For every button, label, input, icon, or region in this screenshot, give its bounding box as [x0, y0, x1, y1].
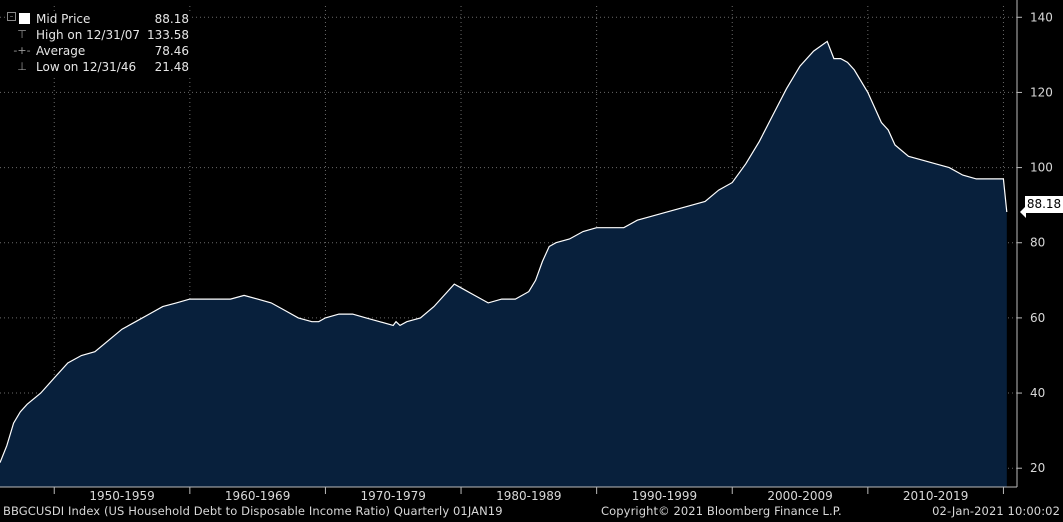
legend-row-low: ⊥ Low on 12/31/46 21.48 [6, 59, 191, 75]
last-value-pointer [1020, 206, 1026, 219]
x-tick-label: 1960-1969 [225, 489, 290, 503]
y-tick-label: 20 [1030, 461, 1045, 475]
average-marker-icon: -+- [13, 44, 31, 57]
legend-low-value: 21.48 [154, 60, 189, 74]
legend-row-mid[interactable]: – Mid Price 88.18 [6, 11, 191, 27]
footer-security-info: BBGCUSDI Index (US Household Debt to Dis… [3, 504, 503, 518]
legend-low-label: Low on 12/31/46 [36, 60, 137, 74]
x-tick-label: 1970-1979 [361, 489, 426, 503]
legend-high-value: 133.58 [147, 28, 189, 42]
last-value-label: 88.18 [1025, 196, 1063, 213]
high-marker-icon: ⊤ [17, 28, 27, 41]
x-tick-label: 1990-1999 [632, 489, 697, 503]
x-tick-label: 2010-2019 [903, 489, 968, 503]
y-tick-label: 140 [1030, 10, 1053, 24]
series-line [0, 40, 1008, 463]
series-swatch-icon [19, 13, 30, 24]
legend-mid-label: Mid Price [36, 12, 91, 26]
y-axis: 20 40 60 80 100 120 140 [1016, 0, 1053, 487]
x-tick-label: 1980-1989 [496, 489, 561, 503]
y-tick-label: 40 [1030, 386, 1045, 400]
low-marker-icon: ⊥ [17, 60, 27, 73]
legend-average-label: Average [36, 44, 86, 58]
legend-high-label: High on 12/31/07 [36, 28, 141, 42]
x-tick-label: 2000-2009 [767, 489, 832, 503]
series-area [0, 41, 1007, 488]
legend-average-value: 78.46 [154, 44, 189, 58]
y-tick-label: 60 [1030, 311, 1045, 325]
x-tick-label: 1950-1959 [89, 489, 154, 503]
footer-timestamp: 02-Jan-2021 10:00:02 [932, 504, 1060, 518]
legend-row-high: ⊤ High on 12/31/07 133.58 [6, 27, 191, 43]
y-tick-label: 80 [1030, 236, 1045, 250]
x-axis: 1950-1959 1960-1969 1970-1979 1980-1989 1990… [0, 486, 1017, 503]
y-tick-label: 100 [1030, 161, 1053, 175]
footer-copyright: Copyright© 2021 Bloomberg Finance L.P. [601, 504, 842, 518]
legend-row-average: -+- Average 78.46 [6, 43, 191, 59]
y-tick-label: 120 [1030, 85, 1053, 99]
legend: – Mid Price 88.18 ⊤ High on 12/31/07 133… [6, 11, 191, 76]
collapse-icon[interactable]: – [7, 12, 16, 21]
legend-mid-value: 88.18 [154, 12, 189, 26]
